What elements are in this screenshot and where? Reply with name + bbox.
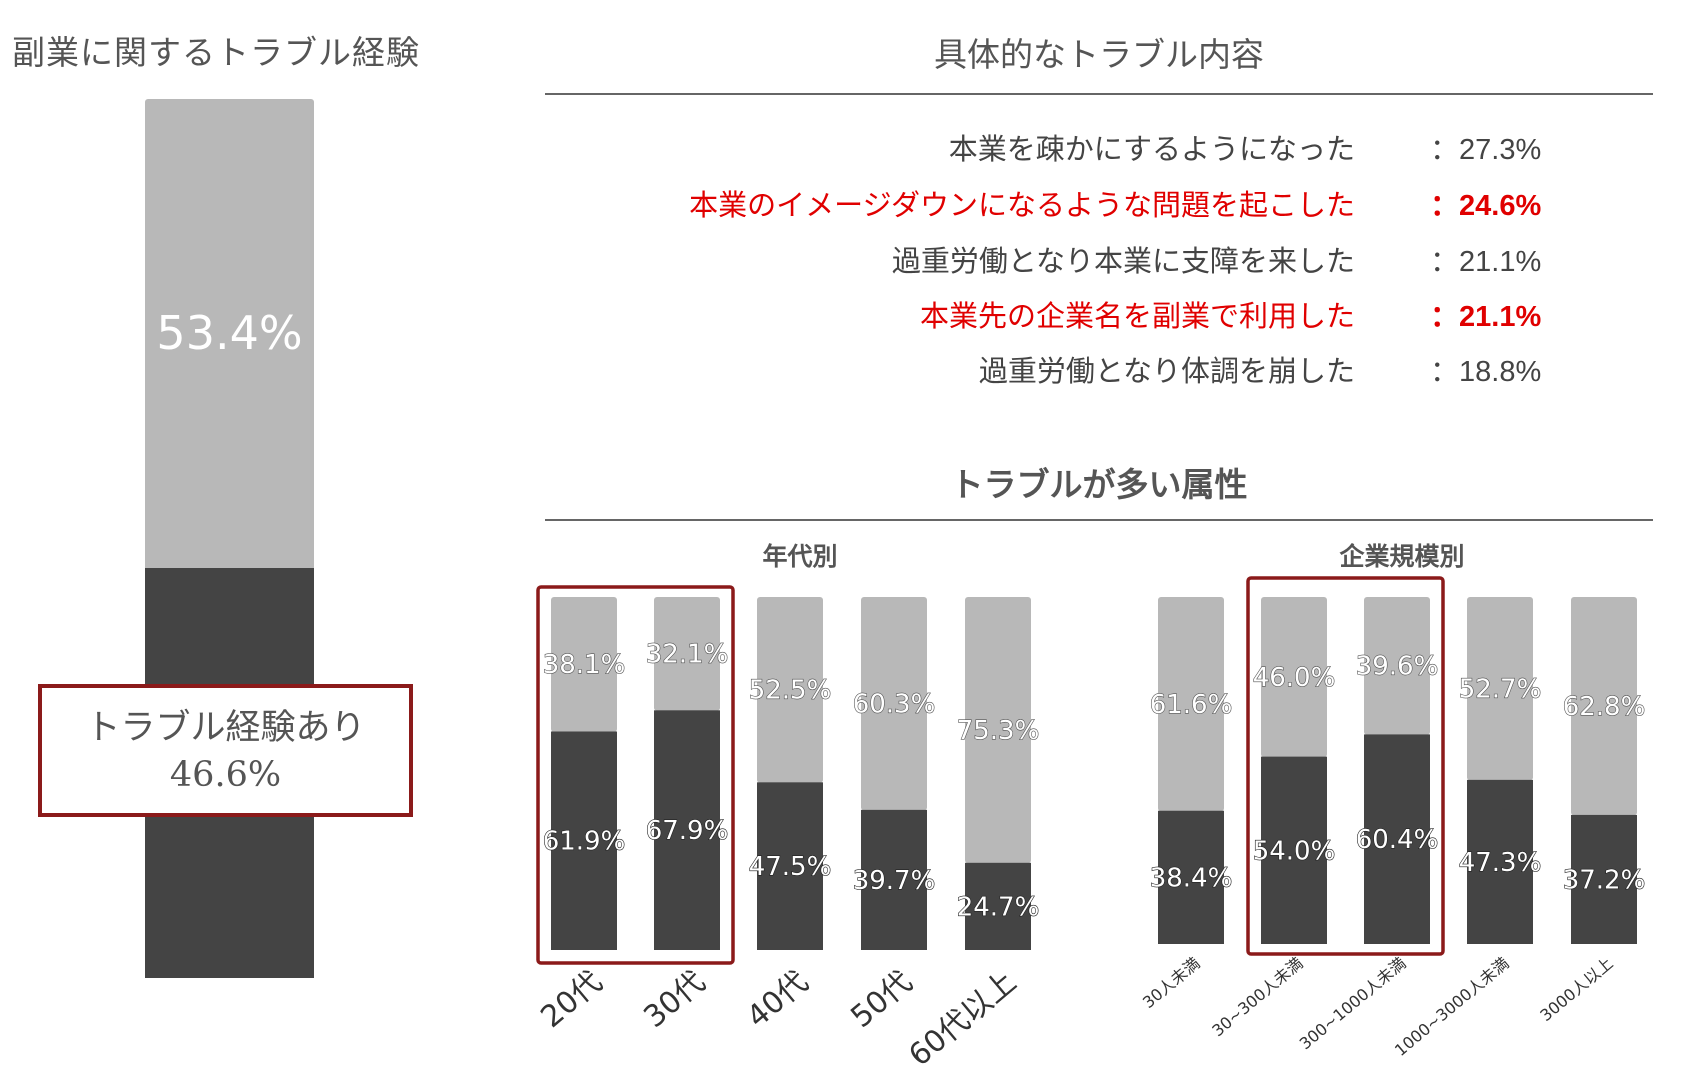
category-label: 20代 [534,964,609,1035]
bar-segment-light [1158,597,1224,812]
bar-segment-light [965,597,1031,864]
bar-value-label-light: 61.6% [1150,690,1233,720]
bar-value-label-light: 39.6% [1356,652,1439,682]
bar-segment-dark [551,731,617,950]
bar-value-label-dark: 38.4% [1150,863,1233,893]
bar-value-label-dark: 54.0% [1253,836,1336,866]
category-label: 50代 [844,964,919,1035]
details-divider [545,93,1653,95]
company-chart-title: 企業規模別 [1339,542,1465,571]
bar-segment-light [654,597,720,711]
bar-segment-dark [861,809,927,950]
bar-value-label-light: 75.3% [957,716,1040,746]
bar-value-label-dark: 47.3% [1459,848,1542,878]
attributes-title: トラブルが多い属性 [950,465,1248,504]
bar-segment-light [1261,597,1327,758]
bar-segment-dark [965,862,1031,950]
category-label: 60代以上 [902,964,1023,1073]
detail-row-value: ：21.1% [1430,301,1542,333]
bar-segment-light [551,597,617,732]
bar-value-label-light: 52.7% [1459,674,1542,704]
category-label: 1000~3000人未満 [1391,954,1513,1060]
detail-row-value: ：18.8% [1430,356,1542,388]
attributes-divider [545,519,1653,521]
bar-segment-dark [1364,734,1430,944]
no-trouble-pct-label: 53.4% [156,306,303,360]
bar-segment-light [1364,597,1430,735]
no-trouble-bar-segment [145,99,314,568]
bar-value-label-light: 38.1% [543,650,626,680]
detail-row-label: 本業のイメージダウンになるような問題を起こした [689,188,1355,222]
category-label: 3000人以上 [1536,954,1616,1026]
bar-value-label-dark: 60.4% [1356,825,1439,855]
detail-row-label: 本業先の企業名を副業で利用した [919,299,1355,333]
highlight-box [536,585,735,965]
detail-row-value: ：21.1% [1430,246,1542,278]
category-label: 30代 [637,964,712,1035]
trouble-callout-pct: 46.6% [169,755,282,795]
bar-segment-dark [654,710,720,950]
bar-segment-dark [757,782,823,950]
bar-value-label-light: 52.5% [749,676,832,706]
category-label: 300~1000人未満 [1296,954,1410,1054]
bar-value-label-dark: 67.9% [646,816,729,846]
bar-value-label-dark: 61.9% [543,827,626,857]
bar-segment-light [1467,597,1533,781]
category-label: 30人未満 [1139,954,1204,1013]
bar-value-label-dark: 24.7% [957,892,1040,922]
bar-segment-dark [1467,779,1533,944]
bar-value-label-light: 62.8% [1563,692,1646,722]
bar-value-label-dark: 37.2% [1563,865,1646,895]
detail-row-value: ：24.6% [1430,190,1542,222]
trouble-callout-box: トラブル経験あり 46.6% [38,684,413,817]
bar-value-label-light: 32.1% [646,640,729,670]
trouble-callout-label: トラブル経験あり [85,708,366,748]
age-chart-title: 年代別 [762,542,838,571]
bar-value-label-light: 60.3% [853,689,936,719]
detail-row-label: 過重労働となり体調を崩した [978,354,1355,388]
left-chart-title: 副業に関するトラブル経験 [12,33,420,72]
bar-value-label-dark: 47.5% [749,852,832,882]
detail-row-label: 過重労働となり本業に支障を来した [891,244,1355,278]
details-title: 具体的なトラブル内容 [934,35,1264,74]
bar-value-label-dark: 39.7% [853,866,936,896]
bar-segment-dark [1158,810,1224,944]
category-label: 40代 [740,964,815,1035]
bar-segment-light [861,597,927,811]
detail-row-value: ：27.3% [1430,134,1542,166]
bar-segment-light [757,597,823,783]
detail-row-label: 本業を疎かにするようになった [948,132,1355,166]
category-label: 30~300人未満 [1208,954,1306,1041]
bar-segment-light [1571,597,1637,816]
bar-value-label-light: 46.0% [1253,663,1336,693]
bar-segment-dark [1571,814,1637,944]
highlight-box [1246,576,1445,956]
bar-segment-dark [1261,756,1327,944]
